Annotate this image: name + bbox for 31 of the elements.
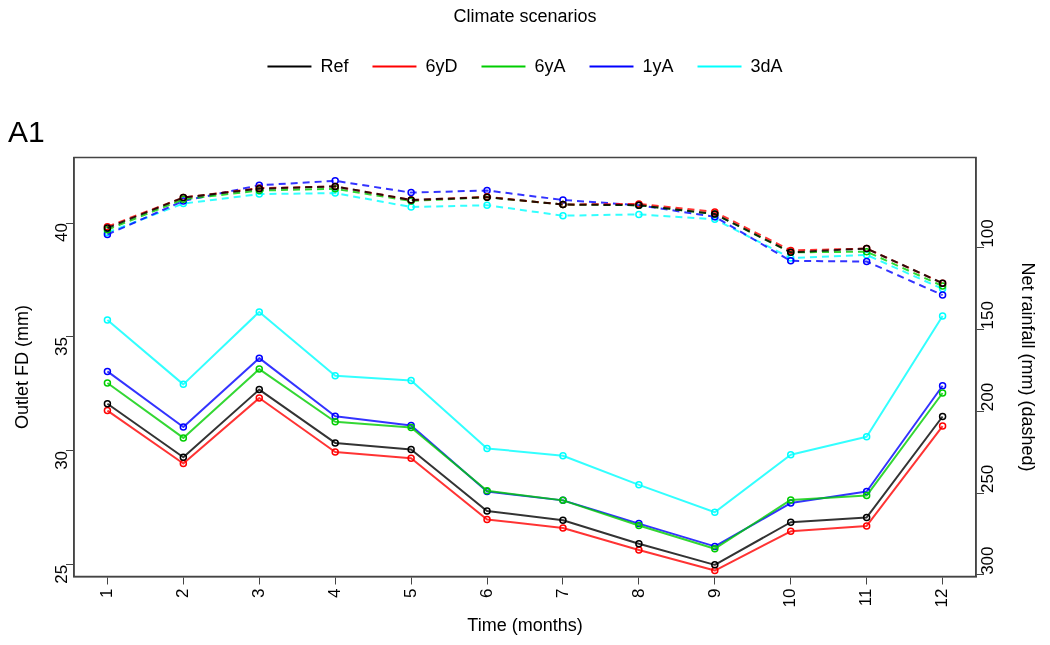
x-tick-label: 3	[248, 588, 268, 598]
x-tick-label: 5	[400, 588, 420, 598]
x-axis-title: Time (months)	[467, 615, 583, 636]
y-tick-label: 30	[51, 450, 71, 470]
y-tick-label: 35	[51, 336, 71, 356]
y-axis-title: Outlet FD (mm)	[11, 305, 32, 430]
legend-title: Climate scenarios	[453, 5, 597, 26]
x-tick-label: 11	[856, 588, 876, 607]
y-tick-label: 40	[51, 223, 71, 242]
x-tick-label: 2	[173, 588, 193, 598]
legend-label: 1yA	[642, 55, 674, 76]
legend-label: Ref	[320, 55, 350, 76]
y2-tick-label: 250	[977, 464, 997, 494]
x-tick-label: 8	[628, 588, 648, 598]
y2-axis-title: Net rainfall (mm) (dashed)	[1018, 262, 1039, 472]
legend-label: 6yD	[425, 55, 458, 76]
y2-tick-label: 150	[977, 301, 997, 330]
y-tick-label: 25	[51, 564, 71, 584]
x-tick-label: 1	[97, 588, 117, 598]
chart-title: A1	[8, 114, 45, 148]
x-tick-label: 9	[704, 588, 724, 598]
y2-tick-label: 300	[977, 546, 997, 575]
y2-tick-label: 200	[977, 382, 997, 412]
x-tick-label: 10	[780, 588, 800, 608]
legend-label: 3dA	[750, 55, 783, 76]
x-tick-label: 12	[932, 588, 952, 608]
x-tick-label: 7	[552, 588, 572, 598]
x-tick-label: 4	[324, 588, 344, 598]
x-tick-label: 6	[476, 588, 496, 598]
legend-label: 6yA	[534, 55, 566, 76]
y2-tick-label: 100	[977, 219, 997, 248]
